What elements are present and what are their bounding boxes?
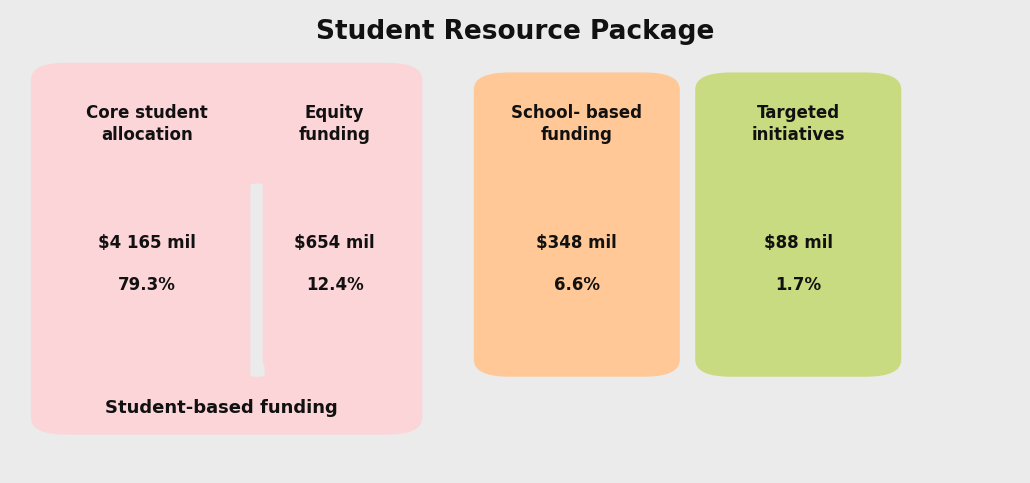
FancyBboxPatch shape [250, 184, 265, 377]
Text: School- based
funding: School- based funding [511, 104, 643, 144]
Text: Student-based funding: Student-based funding [105, 399, 338, 417]
Text: 79.3%: 79.3% [117, 276, 176, 295]
Text: Targeted
initiatives: Targeted initiatives [752, 104, 845, 144]
FancyBboxPatch shape [263, 72, 407, 377]
Text: 12.4%: 12.4% [306, 276, 364, 295]
Text: 1.7%: 1.7% [776, 276, 821, 295]
FancyBboxPatch shape [46, 72, 247, 377]
Text: Student Resource Package: Student Resource Package [316, 19, 714, 45]
FancyBboxPatch shape [695, 72, 901, 377]
Text: $4 165 mil: $4 165 mil [98, 234, 196, 252]
FancyBboxPatch shape [474, 72, 680, 377]
Text: $88 mil: $88 mil [764, 234, 832, 252]
Text: Core student
allocation: Core student allocation [85, 104, 208, 144]
Text: Equity
funding: Equity funding [299, 104, 371, 144]
FancyBboxPatch shape [31, 63, 422, 435]
Text: $654 mil: $654 mil [295, 234, 375, 252]
Text: $348 mil: $348 mil [537, 234, 617, 252]
Text: 6.6%: 6.6% [554, 276, 599, 295]
